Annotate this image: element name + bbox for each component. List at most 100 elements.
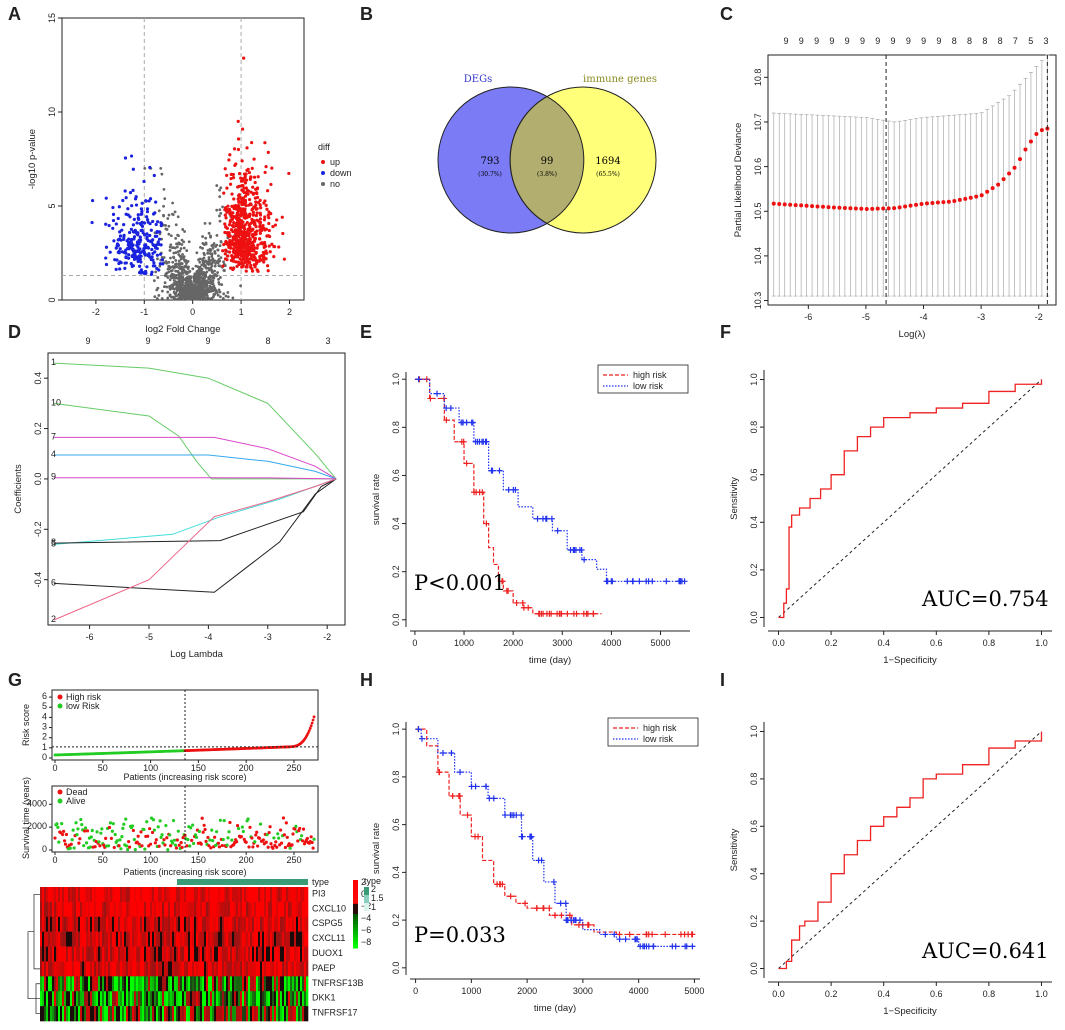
- panel-label-g: G: [8, 670, 22, 690]
- point-no: [169, 256, 172, 260]
- heatmap-cell: [172, 901, 175, 918]
- heatmap-cell: [198, 946, 201, 962]
- censor-mark: [460, 438, 467, 445]
- point-down: [156, 240, 160, 244]
- censor-mark: [463, 419, 470, 426]
- heatmap-cell: [170, 916, 173, 932]
- heatmap-cell: [256, 991, 259, 1007]
- heatmap-cell: [240, 1006, 243, 1022]
- heatmap-cell: [198, 976, 201, 992]
- dead-point: [201, 830, 205, 834]
- point-no: [202, 243, 206, 247]
- heatmap-cell: [264, 916, 267, 932]
- point-up: [244, 200, 248, 205]
- censor-mark: [550, 878, 557, 885]
- dead-point: [202, 823, 206, 827]
- censor-mark: [624, 578, 631, 585]
- heatmap-cell: [156, 991, 159, 1007]
- point-no: [207, 231, 211, 235]
- heatmap-cell: [204, 887, 207, 903]
- heatmap-cell: [162, 946, 165, 962]
- heatmap-cell: [292, 1006, 295, 1022]
- point-no: [162, 204, 165, 208]
- point-no: [192, 274, 196, 278]
- heatmap-cell: [272, 946, 275, 962]
- panel-h-km: 0 1000 2000 3000 4000 50000.00.20.40.60.81.0t…: [371, 717, 704, 1014]
- heatmap-cell: [152, 961, 155, 977]
- heatmap-cell: [196, 901, 199, 918]
- heatmap-cell: [256, 901, 259, 918]
- cv-point: [771, 201, 776, 206]
- heatmap-cell: [212, 931, 215, 947]
- heatmap-cell: [126, 946, 129, 962]
- point-up: [260, 228, 264, 233]
- point-up: [244, 269, 248, 273]
- x-tick-label: -3: [977, 312, 985, 322]
- dead-point: [290, 843, 294, 847]
- censor-mark: [499, 578, 506, 585]
- y-tick-label: 1.0: [391, 723, 401, 736]
- heatmap-cell: [80, 901, 83, 918]
- point-up: [245, 221, 249, 225]
- point-down: [139, 223, 143, 227]
- point-up: [226, 233, 230, 237]
- heatmap-cell: [188, 931, 191, 947]
- heatmap-cell: [218, 931, 221, 947]
- heatmap-cell: [148, 887, 151, 903]
- point-no: [191, 289, 195, 293]
- heatmap-cell: [40, 931, 43, 947]
- heatmap-cell: [108, 901, 111, 918]
- heatmap-cell: [270, 961, 273, 977]
- point-up: [262, 257, 266, 261]
- heatmap-cell: [264, 887, 267, 903]
- alive-point: [152, 828, 157, 832]
- heatmap-cell: [184, 976, 187, 992]
- point-no: [153, 295, 157, 299]
- point-no: [185, 282, 189, 286]
- heatmap-cell: [264, 976, 267, 992]
- heatmap-cell: [182, 916, 185, 932]
- heatmap-cell: [258, 931, 261, 947]
- point-no: [210, 252, 214, 256]
- heatmap-cell: [212, 946, 215, 962]
- censor-mark: [513, 599, 520, 606]
- heatmap-cell: [196, 931, 199, 947]
- panel-label-b: B: [360, 4, 373, 24]
- heatmap-cell: [154, 931, 157, 947]
- dead-point: [93, 845, 97, 849]
- censor-mark: [464, 812, 471, 819]
- heatmap-cell: [174, 887, 177, 903]
- heatmap-cell: [72, 961, 75, 977]
- heatmap-cell: [86, 901, 89, 918]
- heatmap-cell: [50, 976, 53, 992]
- venn-count-degs: 793: [480, 156, 499, 167]
- high-risk-point: [310, 721, 314, 725]
- heatmap-cell: [184, 916, 187, 932]
- heatmap-cell: [228, 931, 231, 947]
- y-tick-label: 5: [47, 203, 57, 208]
- heatmap-cell: [164, 887, 167, 903]
- heatmap-cell: [174, 931, 177, 947]
- heatmap-cell: [292, 961, 295, 977]
- heatmap-cell: [210, 1006, 213, 1022]
- point-no: [204, 264, 207, 268]
- heatmap-cell: [92, 901, 95, 918]
- venn-count-intersection: 99: [541, 156, 554, 167]
- point-up: [241, 184, 245, 188]
- heatmap-cell: [278, 976, 281, 992]
- heatmap-cell: [112, 1006, 115, 1022]
- heatmap-cell: [196, 1006, 199, 1022]
- scale-swatch: [353, 886, 358, 891]
- heatmap-cell: [164, 916, 167, 932]
- km-curve-low-risk: [414, 378, 686, 582]
- heatmap-cell: [40, 991, 43, 1007]
- heatmap-cell: [120, 901, 123, 918]
- y-tick-label: -0.4: [33, 572, 43, 588]
- point-down: [123, 266, 127, 270]
- heatmap-cell: [282, 901, 285, 918]
- heatmap-cell: [132, 887, 135, 903]
- point-no: [177, 253, 181, 256]
- alive-point: [113, 832, 117, 837]
- heatmap-cell: [280, 931, 283, 947]
- coef-path-2: [53, 478, 337, 621]
